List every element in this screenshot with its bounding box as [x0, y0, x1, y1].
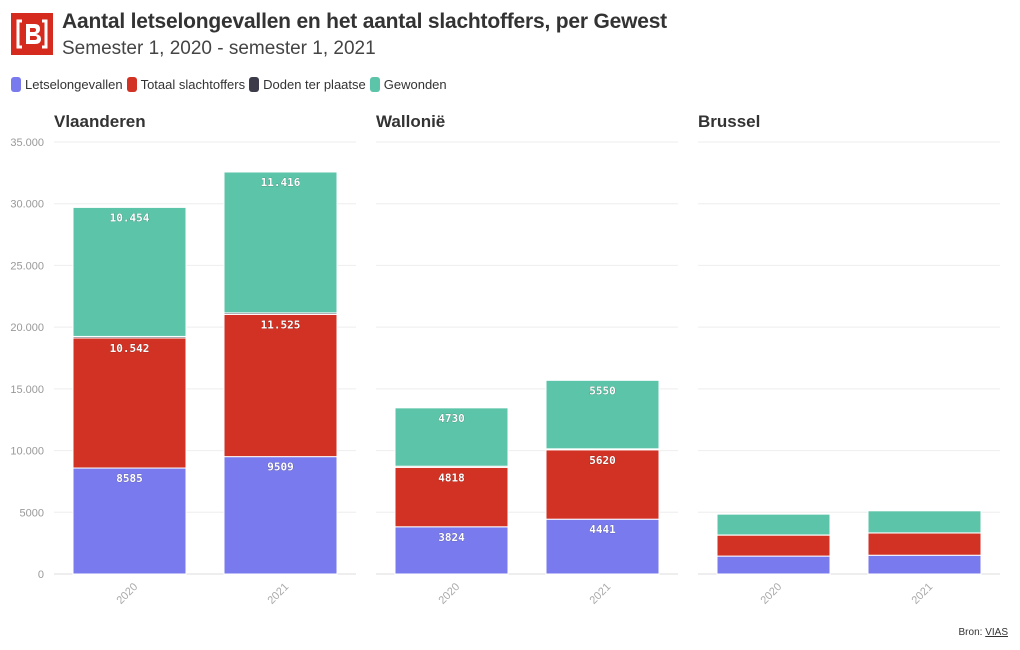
data-label: 9509	[267, 461, 294, 474]
bar-segment	[867, 532, 982, 556]
bar-segment	[72, 206, 187, 337]
data-label: 10.542	[110, 342, 150, 355]
bar-segment	[394, 407, 509, 467]
bar-segment	[394, 526, 509, 575]
legend-item-totaal-slachtoffers[interactable]: Totaal slachtoffers	[126, 77, 246, 92]
legend-swatch	[249, 77, 260, 92]
chart-legend: Letselongevallen Totaal slachtoffers Dod…	[11, 77, 451, 92]
bar-segment	[545, 449, 660, 520]
legend-item-gewonden[interactable]: Gewonden	[369, 77, 447, 92]
source-prefix: Bron:	[958, 627, 983, 638]
y-tick-label: 25.000	[10, 260, 44, 272]
legend-swatch	[11, 77, 21, 92]
data-label: 4818	[438, 471, 465, 484]
bar-segment	[72, 467, 187, 575]
legend-label: Totaal slachtoffers	[140, 77, 246, 92]
x-tick-label: 2020	[114, 581, 140, 607]
source-link[interactable]: VIAS	[985, 627, 1008, 638]
legend-label: Doden ter plaatse	[263, 77, 366, 92]
bar-segment	[716, 534, 831, 557]
bar-segment	[223, 456, 338, 575]
y-tick-label: 30.000	[10, 199, 44, 211]
data-label: 5620	[589, 454, 616, 467]
x-tick-label: 2021	[587, 581, 613, 607]
y-tick-label: 10.000	[10, 446, 44, 458]
source-note: Bron: VIAS	[959, 627, 1008, 638]
data-label: 11.525	[261, 318, 301, 331]
panel-title: Brussel	[698, 112, 760, 131]
bar-segment	[394, 466, 509, 528]
bar-segment	[545, 379, 660, 450]
panel-title: Vlaanderen	[54, 112, 146, 131]
y-tick-label: 0	[38, 569, 44, 581]
bar-segment	[716, 513, 831, 536]
data-label: 4441	[589, 523, 616, 536]
data-label: 5550	[589, 384, 616, 397]
panel-title: Wallonië	[376, 112, 445, 131]
bar-segment	[223, 171, 338, 314]
legend-item-letselongevallen[interactable]: Letselongevallen	[11, 77, 123, 92]
legend-swatch	[369, 77, 380, 92]
brand-logo	[11, 13, 53, 55]
data-label: 11.416	[261, 176, 301, 189]
legend-label: Letselongevallen	[25, 77, 123, 92]
y-tick-label: 35.000	[10, 137, 44, 149]
data-label: 10.454	[110, 211, 150, 224]
bar-segment	[867, 510, 982, 534]
data-label: 4730	[438, 412, 465, 425]
chart-title: Aantal letselongevallen en het aantal sl…	[62, 10, 667, 33]
x-tick-label: 2020	[436, 581, 462, 607]
brand-logo-icon	[11, 13, 53, 55]
data-label: 8585	[116, 472, 143, 485]
bar-segment	[716, 555, 831, 575]
y-tick-label: 20.000	[10, 322, 44, 334]
bar-segment	[72, 337, 187, 469]
chart-subtitle: Semester 1, 2020 - semester 1, 2021	[62, 38, 376, 59]
data-label: 3824	[438, 531, 465, 544]
x-tick-label: 2021	[909, 581, 935, 607]
x-tick-label: 2020	[758, 581, 784, 607]
bar-segment	[545, 518, 660, 575]
bar-segment	[867, 554, 982, 575]
bar-segment	[223, 313, 338, 458]
x-tick-label: 2021	[265, 581, 291, 607]
y-tick-label: 15.000	[10, 384, 44, 396]
legend-label: Gewonden	[383, 77, 447, 92]
y-tick-label: 5000	[20, 507, 44, 519]
legend-swatch	[126, 77, 137, 92]
legend-item-doden-ter-plaatse[interactable]: Doden ter plaatse	[249, 77, 366, 92]
